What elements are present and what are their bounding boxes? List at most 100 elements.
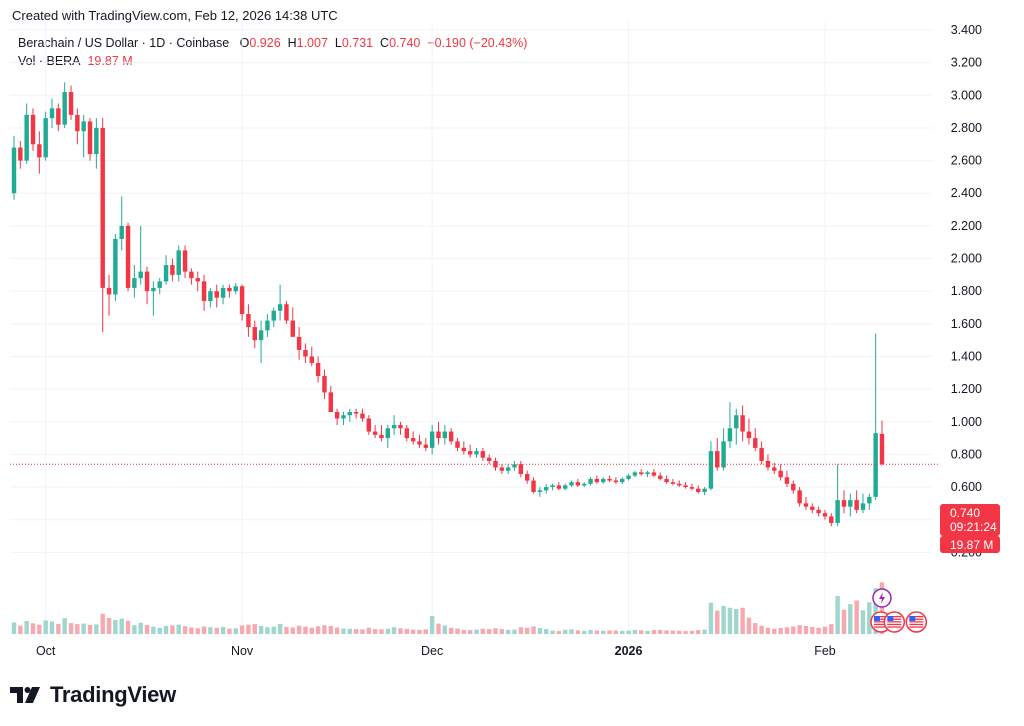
- event-markers[interactable]: [870, 588, 928, 633]
- volume-bar: [772, 628, 777, 634]
- volume-bar: [436, 623, 441, 634]
- candle-body: [68, 92, 74, 115]
- tradingview-logo[interactable]: TradingView: [10, 682, 176, 708]
- volume-bar: [721, 605, 726, 634]
- candle-body: [493, 460, 498, 468]
- volume-bar: [822, 626, 828, 634]
- volume-value: 19.87 M: [87, 54, 133, 68]
- symbol-name[interactable]: Berachain / US Dollar · 1D · Coinbase: [18, 36, 230, 50]
- volume-bar: [442, 625, 448, 634]
- last-price-tag-countdown: 09:21:24: [950, 520, 997, 534]
- candle-body: [734, 415, 739, 429]
- candle-body: [746, 431, 752, 439]
- candle-body: [24, 114, 29, 161]
- candle-body: [829, 516, 834, 523]
- volume-bar: [860, 610, 866, 634]
- price-tick-label: 2.600: [951, 154, 982, 168]
- volume-bar: [151, 626, 156, 634]
- candle-body: [879, 433, 885, 465]
- volume-bar: [170, 625, 175, 634]
- volume-bar: [455, 628, 460, 634]
- volume-bar: [537, 628, 543, 634]
- candle-body: [543, 487, 549, 491]
- volume-bar: [43, 620, 48, 634]
- volume-bar: [626, 630, 631, 634]
- time-tick-label: 2026: [615, 644, 643, 658]
- candle-body: [550, 485, 555, 488]
- volume-bar: [835, 596, 840, 634]
- volume-bar: [37, 624, 42, 634]
- high-value: 1.007: [296, 36, 328, 50]
- candle-body: [258, 330, 264, 341]
- time-axis[interactable]: Oct Nov Dec 2026 Feb: [36, 644, 836, 658]
- candle-body: [157, 281, 162, 288]
- volume-bar: [581, 630, 587, 634]
- candle-body: [334, 411, 340, 419]
- volume-bar: [810, 626, 815, 634]
- volume-bar: [233, 628, 238, 634]
- candle-body: [651, 472, 657, 476]
- price-tick-label: 2.800: [951, 121, 982, 135]
- volume-bar: [391, 627, 397, 634]
- volume-bar: [518, 627, 524, 634]
- candle-body: [664, 478, 669, 483]
- volume-label[interactable]: Vol · BERA: [18, 54, 81, 68]
- us-flag-icon[interactable]: [905, 611, 928, 633]
- volume-bar: [271, 626, 276, 634]
- volume-bar: [486, 629, 492, 634]
- price-axis[interactable]: 3.400 3.200 3.000 2.800 2.600 2.400 2.200 2.000…: [951, 23, 982, 559]
- volume-bar: [62, 618, 67, 634]
- us-flag-icon[interactable]: [883, 611, 906, 633]
- volume-bar: [18, 625, 23, 634]
- candle-body: [252, 327, 257, 341]
- candle-body: [499, 467, 505, 471]
- volume-bar: [664, 630, 669, 634]
- last-price-tag-bg: [940, 504, 1000, 536]
- price-tick-label: 1.800: [951, 284, 982, 298]
- last-price-tag-price: 0.740: [950, 506, 980, 520]
- candle-body: [201, 281, 207, 301]
- volume-bar: [467, 630, 473, 634]
- candle-body: [233, 286, 238, 292]
- close-label: C: [380, 36, 390, 50]
- volume-bar: [360, 629, 365, 634]
- volume-bar: [119, 618, 124, 634]
- candle-body: [113, 238, 118, 295]
- volume-bar: [182, 626, 188, 634]
- candle-body: [284, 304, 289, 321]
- volume-bar: [366, 627, 372, 634]
- volume-bar: [163, 625, 169, 634]
- candle-body: [119, 225, 124, 239]
- volume-bar: [632, 629, 638, 634]
- volume-bar: [493, 628, 498, 634]
- candle-body: [848, 500, 853, 507]
- candle-body: [531, 480, 536, 492]
- volume-bar: [100, 613, 105, 634]
- candle-body: [455, 441, 460, 448]
- candle-body: [220, 287, 226, 298]
- candle-body: [56, 108, 61, 125]
- low-value: 0.731: [341, 36, 374, 50]
- volume-bar: [474, 629, 479, 634]
- volume-bar: [296, 625, 302, 634]
- volume-bar: [220, 626, 226, 634]
- candle-body: [810, 506, 815, 510]
- open-value: 0.926: [249, 36, 281, 50]
- candle-body: [182, 250, 188, 272]
- tradingview-wordmark: TradingView: [50, 682, 176, 707]
- candle-body: [49, 108, 55, 119]
- candle-body: [448, 431, 454, 442]
- volume-bar: [461, 629, 467, 634]
- candle-body: [189, 271, 194, 279]
- price-tick-label: 1.400: [951, 349, 982, 363]
- volume-bar: [879, 582, 885, 634]
- price-chart[interactable]: 3.400 3.200 3.000 2.800 2.600 2.400 2.200 2.000…: [0, 0, 1024, 670]
- candle-body: [296, 336, 302, 350]
- candle-body: [562, 485, 568, 489]
- lightning-icon[interactable]: [872, 588, 892, 608]
- volume-bar: [867, 602, 872, 634]
- candle-body: [575, 482, 581, 486]
- candle-body: [144, 271, 150, 292]
- volume-bar: [322, 625, 327, 634]
- volume-bar: [543, 629, 549, 634]
